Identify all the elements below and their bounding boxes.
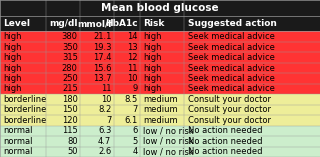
Text: 19.3: 19.3 <box>93 43 111 52</box>
Text: Seek medical advice: Seek medical advice <box>188 64 274 73</box>
Text: Risk: Risk <box>143 19 165 28</box>
Bar <box>0 94 320 105</box>
Bar <box>0 126 320 136</box>
Text: 350: 350 <box>62 43 78 52</box>
Text: 7: 7 <box>106 116 111 125</box>
Text: medium: medium <box>143 105 178 114</box>
Text: 2.6: 2.6 <box>98 147 111 156</box>
Text: No action needed: No action needed <box>188 126 262 135</box>
Text: high: high <box>4 84 22 93</box>
Text: 8.5: 8.5 <box>124 95 138 104</box>
Text: 6: 6 <box>132 126 138 135</box>
Text: high: high <box>143 53 162 62</box>
Text: 13: 13 <box>127 43 138 52</box>
Text: high: high <box>4 64 22 73</box>
Text: 4: 4 <box>132 147 138 156</box>
Bar <box>0 52 320 63</box>
Text: 380: 380 <box>62 32 78 41</box>
Text: Level: Level <box>4 19 30 28</box>
Text: Seek medical advice: Seek medical advice <box>188 32 274 41</box>
Text: Consult your doctor: Consult your doctor <box>188 116 270 125</box>
Text: Seek medical advice: Seek medical advice <box>188 43 274 52</box>
Text: borderline: borderline <box>4 116 47 125</box>
Text: Suggested action: Suggested action <box>188 19 276 28</box>
Text: 50: 50 <box>67 147 78 156</box>
Bar <box>0 16 320 31</box>
Text: normal: normal <box>4 147 33 156</box>
Text: 11: 11 <box>101 84 111 93</box>
Text: 21.1: 21.1 <box>93 32 111 41</box>
Bar <box>0 73 320 84</box>
Text: high: high <box>143 43 162 52</box>
Text: mmol/l: mmol/l <box>77 19 111 28</box>
Text: 8.2: 8.2 <box>98 105 111 114</box>
Text: HbA1c: HbA1c <box>105 19 138 28</box>
Bar <box>0 63 320 73</box>
Bar <box>0 0 320 16</box>
Text: 4.7: 4.7 <box>98 137 111 146</box>
Text: low / no risk: low / no risk <box>143 137 194 146</box>
Text: 250: 250 <box>62 74 78 83</box>
Text: Mean blood glucose: Mean blood glucose <box>101 3 219 13</box>
Text: Consult your doctor: Consult your doctor <box>188 105 270 114</box>
Text: 10: 10 <box>127 74 138 83</box>
Bar <box>0 42 320 52</box>
Text: Seek medical advice: Seek medical advice <box>188 74 274 83</box>
Text: high: high <box>4 74 22 83</box>
Text: borderline: borderline <box>4 95 47 104</box>
Text: 215: 215 <box>62 84 78 93</box>
Text: normal: normal <box>4 137 33 146</box>
Text: 12: 12 <box>127 53 138 62</box>
Text: borderline: borderline <box>4 105 47 114</box>
Text: 10: 10 <box>101 95 111 104</box>
Text: 6.3: 6.3 <box>98 126 111 135</box>
Bar <box>0 136 320 146</box>
Text: 150: 150 <box>62 105 78 114</box>
Text: Seek medical advice: Seek medical advice <box>188 84 274 93</box>
Text: medium: medium <box>143 116 178 125</box>
Text: 13.7: 13.7 <box>93 74 111 83</box>
Text: 11: 11 <box>127 64 138 73</box>
Text: 7: 7 <box>132 105 138 114</box>
Text: 180: 180 <box>62 95 78 104</box>
Text: 6.1: 6.1 <box>124 116 138 125</box>
Bar <box>0 115 320 126</box>
Text: mg/dl: mg/dl <box>49 19 78 28</box>
Text: high: high <box>143 74 162 83</box>
Text: Seek medical advice: Seek medical advice <box>188 53 274 62</box>
Text: 315: 315 <box>62 53 78 62</box>
Text: medium: medium <box>143 95 178 104</box>
Bar <box>0 84 320 94</box>
Text: low / no risk: low / no risk <box>143 126 194 135</box>
Text: 80: 80 <box>67 137 78 146</box>
Text: Consult your doctor: Consult your doctor <box>188 95 270 104</box>
Text: 15.6: 15.6 <box>93 64 111 73</box>
Text: No action needed: No action needed <box>188 147 262 156</box>
Text: No action needed: No action needed <box>188 137 262 146</box>
Text: 14: 14 <box>127 32 138 41</box>
Bar <box>0 105 320 115</box>
Text: normal: normal <box>4 126 33 135</box>
Text: low / no risk: low / no risk <box>143 147 194 156</box>
Text: 115: 115 <box>62 126 78 135</box>
Text: high: high <box>143 32 162 41</box>
Text: 280: 280 <box>62 64 78 73</box>
Text: high: high <box>4 53 22 62</box>
Text: high: high <box>143 84 162 93</box>
Bar <box>0 31 320 42</box>
Text: high: high <box>4 32 22 41</box>
Text: high: high <box>4 43 22 52</box>
Text: 120: 120 <box>62 116 78 125</box>
Text: 5: 5 <box>132 137 138 146</box>
Text: 17.4: 17.4 <box>93 53 111 62</box>
Text: high: high <box>143 64 162 73</box>
Bar <box>0 146 320 157</box>
Text: 9: 9 <box>132 84 138 93</box>
